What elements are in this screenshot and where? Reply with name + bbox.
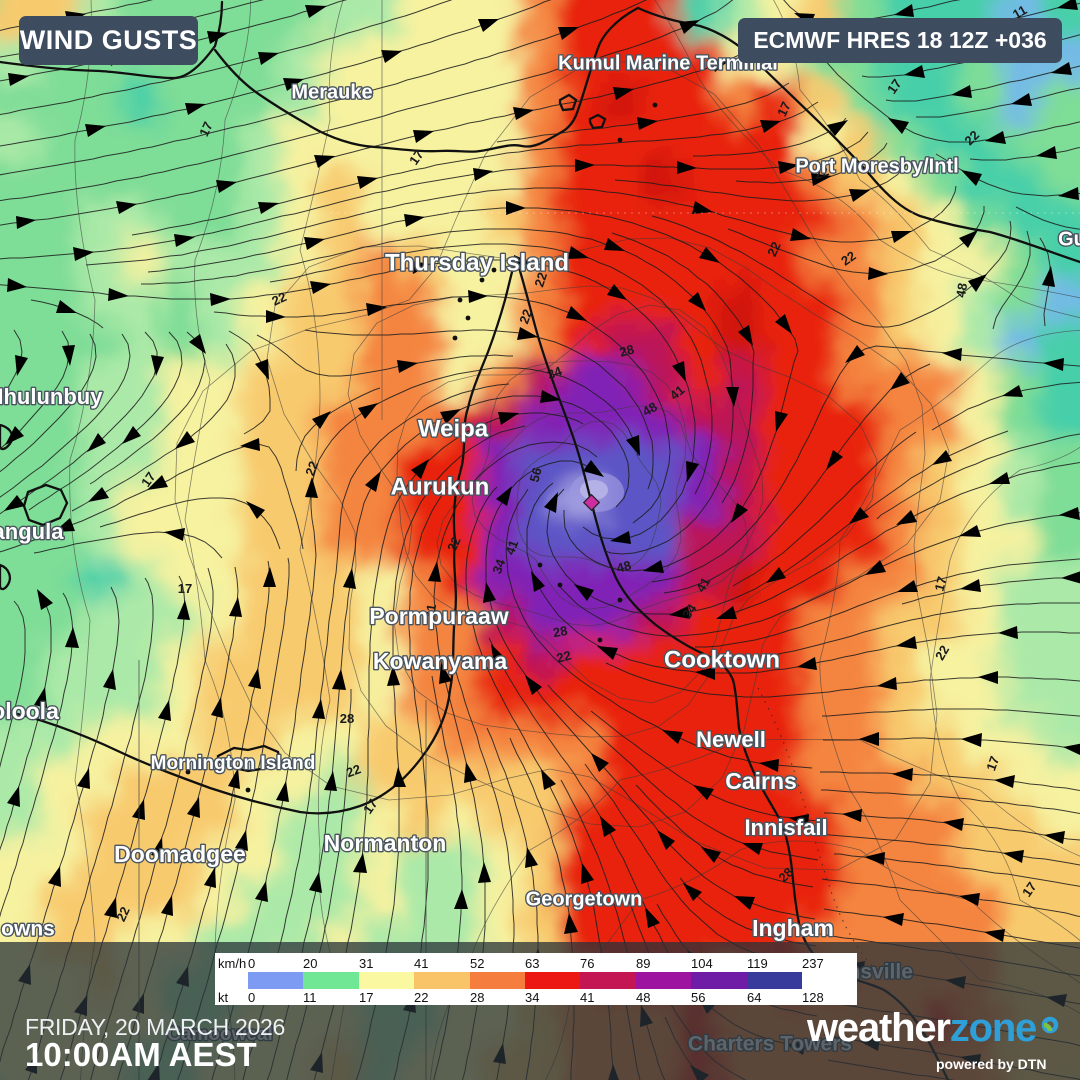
svg-text:17: 17 <box>932 575 950 593</box>
svg-text:41: 41 <box>502 538 521 557</box>
svg-text:Port Moresby/Intl: Port Moresby/Intl <box>795 155 958 177</box>
svg-text:34: 34 <box>489 556 508 575</box>
svg-text:Newell: Newell <box>696 727 766 752</box>
svg-text:17: 17 <box>406 147 427 167</box>
svg-text:17: 17 <box>178 581 192 596</box>
svg-text:11: 11 <box>1010 2 1029 22</box>
svg-text:Pormpuraaw: Pormpuraaw <box>369 603 508 629</box>
svg-text:17: 17 <box>1019 879 1040 899</box>
svg-text:22: 22 <box>269 289 288 309</box>
svg-text:oloola: oloola <box>0 698 59 724</box>
svg-text:28: 28 <box>618 342 636 360</box>
svg-text:Nhulunbuy: Nhulunbuy <box>0 384 103 409</box>
svg-text:Kowanyama: Kowanyama <box>373 648 507 674</box>
svg-text:56: 56 <box>527 466 545 484</box>
svg-text:22: 22 <box>516 307 535 326</box>
svg-text:48: 48 <box>640 399 660 419</box>
svg-text:Innisfail: Innisfail <box>744 815 827 840</box>
svg-text:22: 22 <box>113 904 133 923</box>
svg-text:48: 48 <box>615 558 633 576</box>
svg-text:22: 22 <box>812 163 831 182</box>
svg-text:22: 22 <box>764 239 784 258</box>
svg-text:41: 41 <box>693 575 713 595</box>
svg-text:Kumul Marine Terminal: Kumul Marine Terminal <box>558 52 778 74</box>
svg-text:owns: owns <box>1 918 55 941</box>
svg-text:17: 17 <box>983 754 1002 773</box>
svg-text:17: 17 <box>774 99 794 118</box>
svg-text:34: 34 <box>545 363 564 382</box>
svg-text:Ingham: Ingham <box>752 915 834 941</box>
svg-text:Weipa: Weipa <box>418 415 489 442</box>
svg-text:Aurukun: Aurukun <box>391 473 490 500</box>
svg-text:Georgetown: Georgetown <box>526 888 643 910</box>
svg-text:28: 28 <box>552 623 569 640</box>
svg-text:22: 22 <box>932 643 952 663</box>
svg-text:Mornington Island: Mornington Island <box>151 753 316 774</box>
svg-text:28: 28 <box>340 711 354 726</box>
svg-text:17: 17 <box>196 119 216 138</box>
svg-text:22: 22 <box>344 761 363 780</box>
svg-text:Normanton: Normanton <box>324 830 447 856</box>
svg-text:17: 17 <box>360 796 381 816</box>
svg-text:48: 48 <box>953 282 970 299</box>
svg-text:Thursday Island: Thursday Island <box>385 249 569 276</box>
svg-text:Doomadgee: Doomadgee <box>114 841 246 867</box>
svg-text:Merauke: Merauke <box>291 81 372 103</box>
svg-text:17: 17 <box>138 469 159 489</box>
svg-text:angula: angula <box>0 519 64 544</box>
svg-text:Gu: Gu <box>1058 228 1080 250</box>
svg-text:41: 41 <box>422 603 439 620</box>
svg-text:22: 22 <box>444 534 464 553</box>
svg-text:22: 22 <box>531 270 550 288</box>
svg-text:Cairns: Cairns <box>725 768 797 794</box>
svg-text:22: 22 <box>555 648 573 666</box>
svg-text:Cooktown: Cooktown <box>664 646 780 673</box>
svg-text:22: 22 <box>302 459 321 478</box>
svg-text:22: 22 <box>838 248 858 269</box>
svg-text:17: 17 <box>884 76 905 96</box>
